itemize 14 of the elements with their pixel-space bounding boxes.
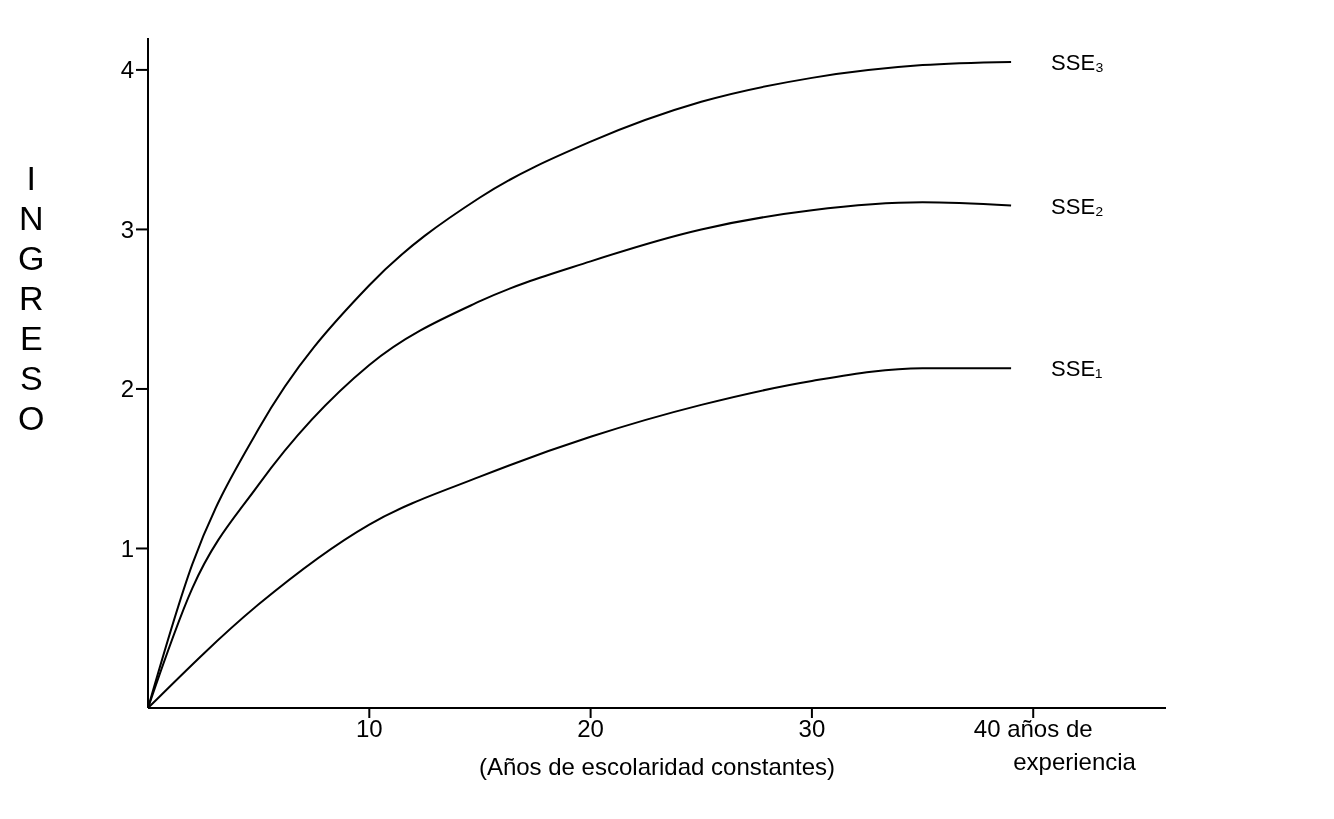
series-label: SSE₂ (1051, 193, 1104, 219)
series-label: SSE₁ (1051, 356, 1103, 382)
x-tick-label: 40 años de (973, 715, 1093, 743)
x-tick-label: 20 (577, 715, 604, 743)
y-tick-label: 3 (120, 215, 134, 243)
series-label: SSE₃ (1051, 49, 1105, 75)
y-tick-label: 1 (120, 535, 134, 562)
x-axis-title: (Años de escolaridad constantes) (478, 753, 836, 781)
y-tick-label: 4 (120, 56, 134, 84)
text: experiencia (1013, 748, 1136, 776)
x-tick-label: 30 (798, 715, 826, 743)
x-tick-label: 10 (355, 715, 383, 743)
y-axis-title: INGRESO (18, 158, 45, 438)
y-tick-label: 2 (120, 375, 134, 403)
